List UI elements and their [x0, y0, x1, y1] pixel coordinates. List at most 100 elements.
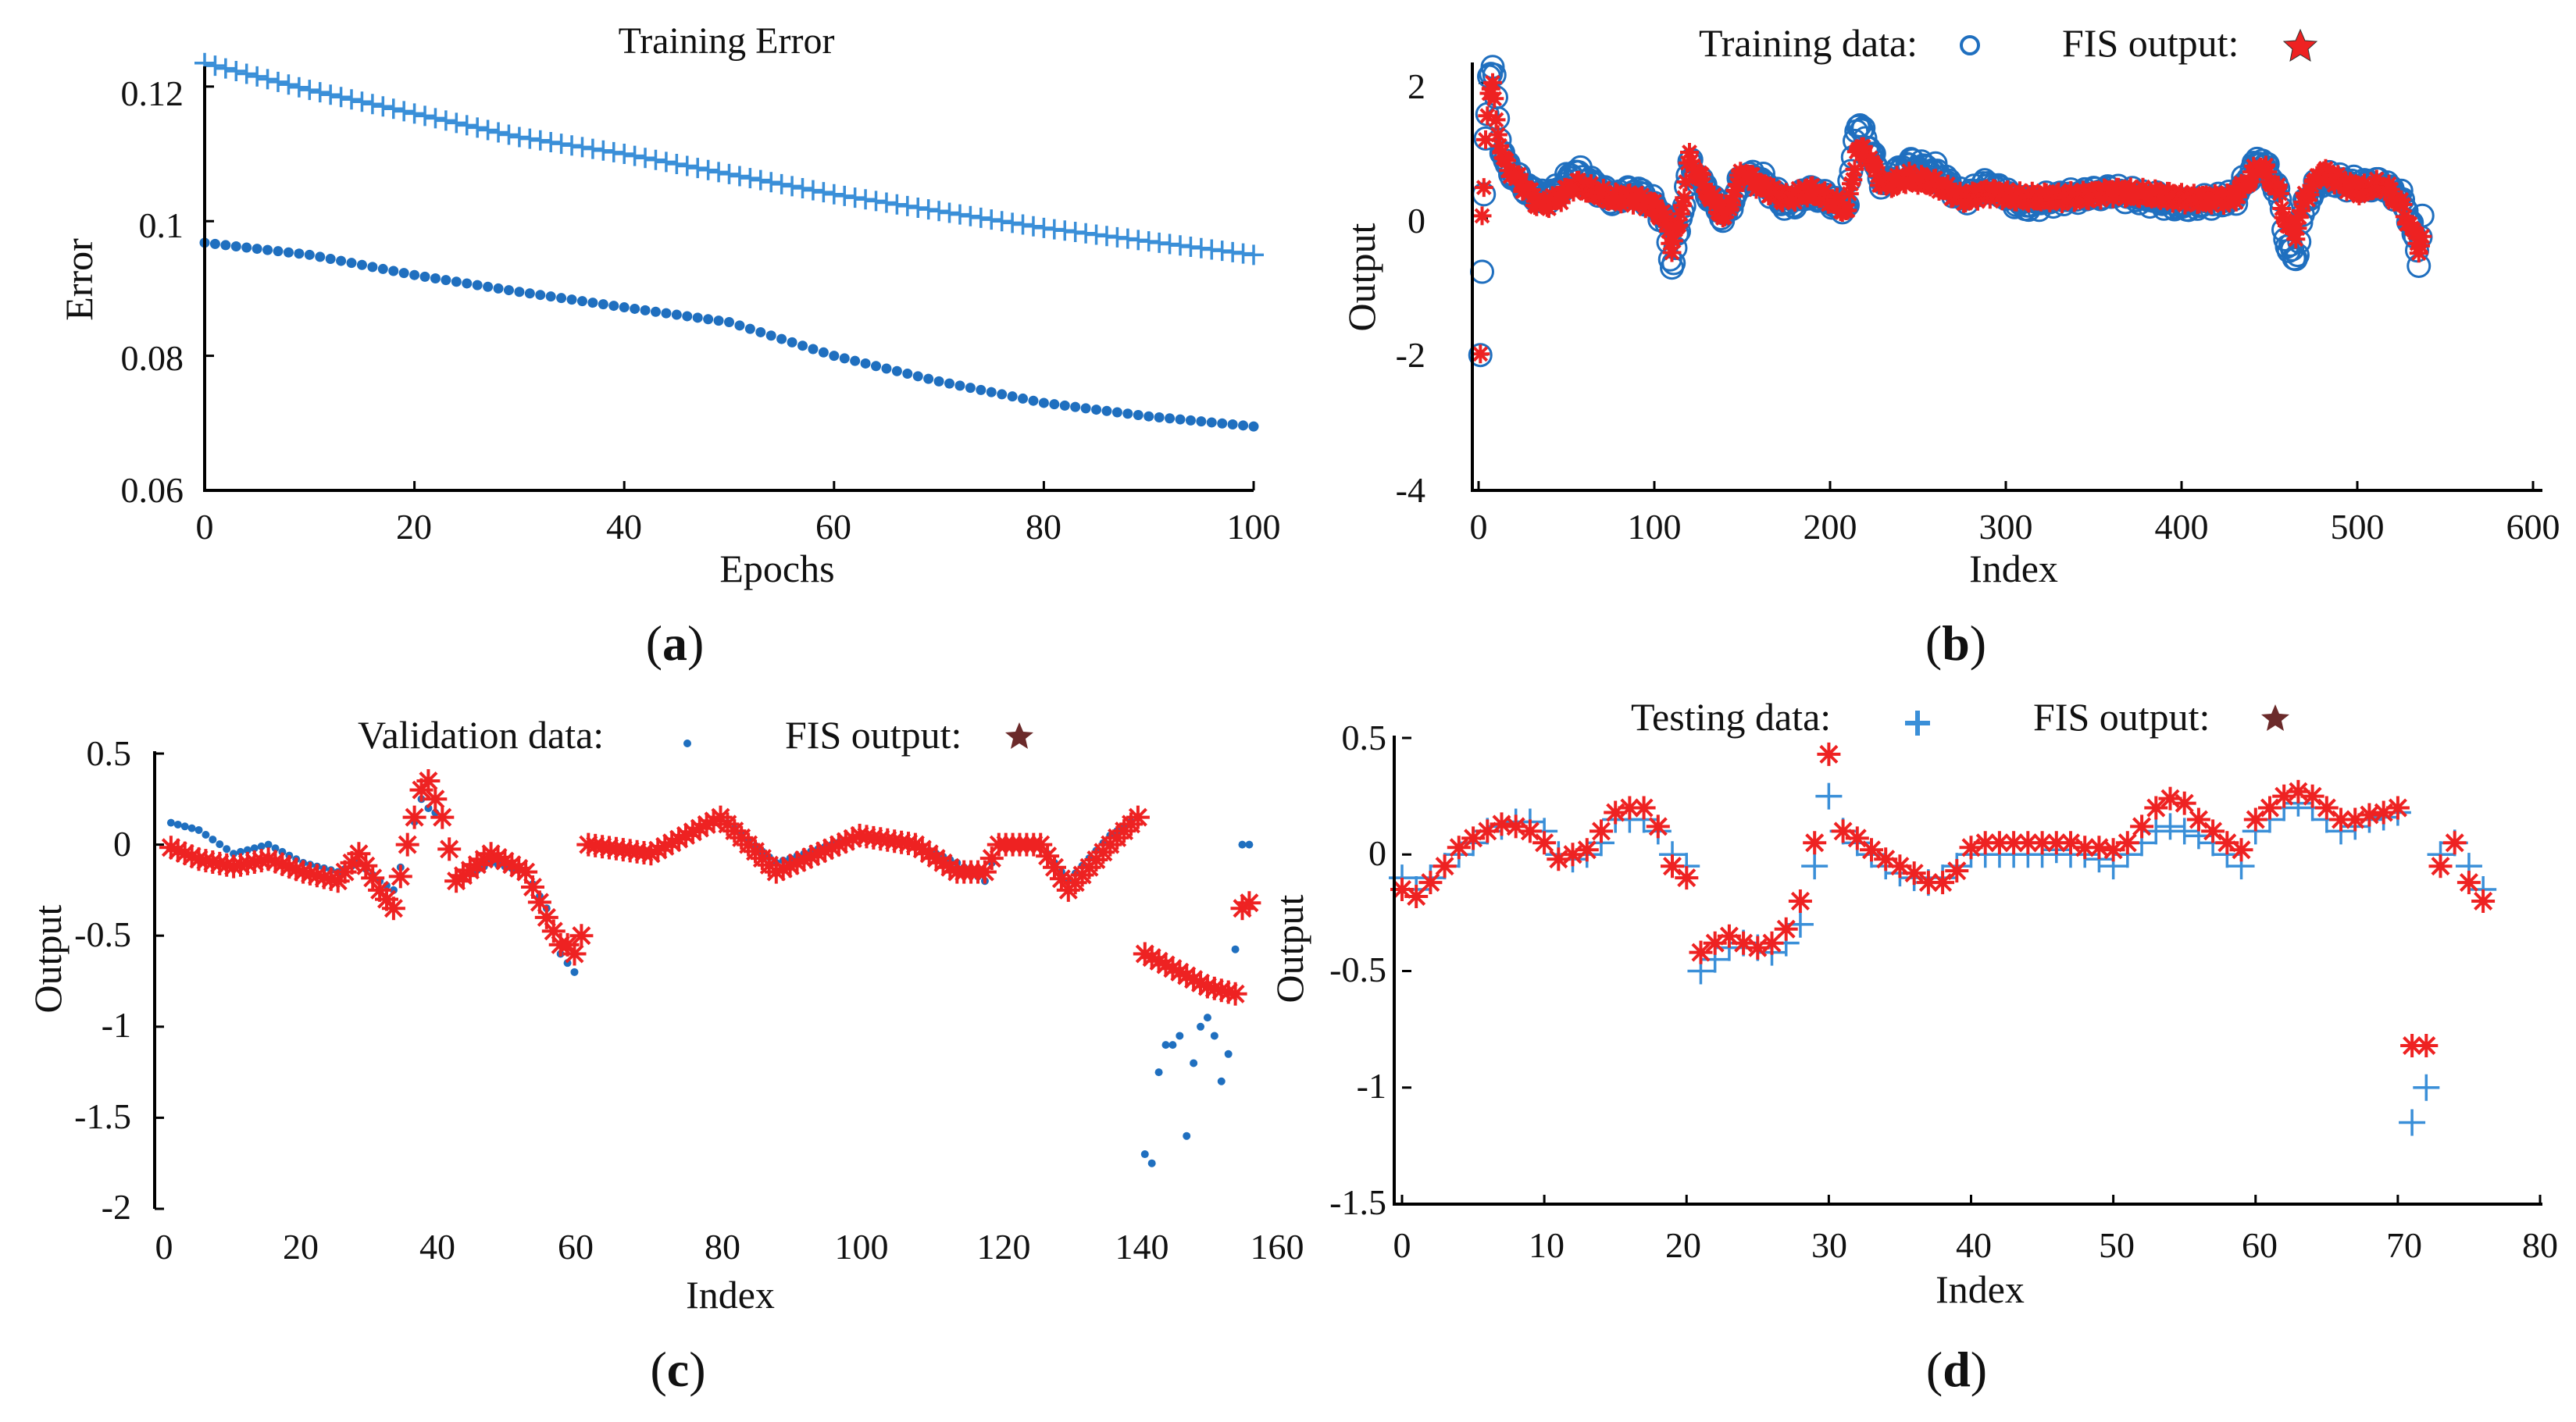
- chart-c-fis-point: [1147, 949, 1171, 973]
- chart-a-xtick: 80: [1026, 507, 1061, 547]
- chart-a-dot-point: [619, 302, 630, 313]
- chart-b-plot: [1468, 55, 2535, 492]
- chart-a-dot-point: [744, 323, 755, 334]
- chart-a-dot-point: [545, 291, 556, 302]
- chart-c-fis-point: [388, 864, 412, 889]
- chart-b-fis-point: [2184, 184, 2203, 203]
- chart-a-plus-point: [624, 145, 645, 166]
- chart-b-fis-point: [2010, 181, 2029, 201]
- chart-a-plus-point: [1022, 216, 1044, 237]
- chart-b-fis-point: [1488, 125, 1507, 144]
- chart-a-dot-point: [1217, 418, 1228, 429]
- chart-c-fis-point: [931, 850, 955, 875]
- chart-c-fis-point: [764, 860, 788, 884]
- chart-d-fis-point: [2442, 831, 2467, 855]
- chart-a-dot-point: [294, 248, 305, 259]
- chart-b-fis-point: [2289, 208, 2309, 227]
- chart-a-dot-point: [671, 309, 682, 320]
- chart-a-dot-point: [535, 290, 546, 301]
- chart-b-fis-point: [1838, 201, 1857, 220]
- chart-b-fis-point: [1724, 187, 1743, 206]
- chart-a-plot: [194, 52, 1264, 492]
- chart-c-fis-point: [1168, 960, 1192, 984]
- chart-a-dot-point: [682, 311, 693, 322]
- chart-c-fis-point: [479, 842, 503, 866]
- chart-d-testing-point: [1801, 853, 1829, 880]
- chart-a-dot-point: [1080, 403, 1091, 414]
- chart-a-dot-point: [1122, 408, 1133, 419]
- chart-c-fis-point: [979, 846, 1004, 871]
- chart-c-fis-point: [1161, 957, 1185, 981]
- chart-b-fis-point: [1815, 181, 1835, 201]
- chart-b-fis-point: [1926, 169, 1945, 188]
- chart-d-fis-point: [2101, 838, 2125, 862]
- chart-d-fis-point: [2201, 819, 2225, 843]
- chart-c-fis-point: [826, 832, 851, 857]
- chart-c-ytick: 0.5: [87, 733, 132, 773]
- chart-a-plus-point: [740, 168, 761, 189]
- chart-b-fis-point: [2103, 189, 2123, 208]
- chart-b-ylabel: Output: [1340, 223, 1383, 331]
- chart-b-fis-point: [1743, 165, 1762, 184]
- panel-c-label: (c): [650, 1342, 705, 1397]
- chart-d-fis-point: [2115, 831, 2139, 855]
- chart-d-testing-point: [1815, 782, 1843, 810]
- chart-b-fis-point: [1478, 106, 1497, 126]
- chart-a-dot-point: [797, 340, 808, 351]
- chart-d-fis-point: [1518, 819, 1542, 843]
- chart-a-dot-point: [220, 240, 231, 251]
- chart-c-xtick: 60: [558, 1227, 594, 1267]
- chart-d-fis-point: [1475, 819, 1500, 843]
- chart-c-xticks: 0 20 40 60 80 100 120 140 160: [155, 1227, 1304, 1267]
- chart-c-validation-point: [1168, 1041, 1177, 1050]
- chart-c-validation-point: [278, 847, 287, 856]
- chart-c-fis-point: [667, 827, 691, 851]
- chart-c-fis-point: [166, 839, 190, 863]
- chart-c-fis-point: [521, 875, 544, 899]
- chart-a-plus-point: [456, 115, 477, 136]
- chart-c-xtick: 20: [283, 1227, 319, 1267]
- chart-b-fis-point: [2288, 219, 2307, 238]
- chart-d-fis-point: [2371, 800, 2396, 825]
- panel-c-letter: c: [667, 1342, 689, 1397]
- chart-b-fis-point: [2257, 155, 2275, 175]
- chart-b-fis-point: [1551, 193, 1571, 212]
- chart-c-validation-point: [1183, 1132, 1191, 1140]
- chart-b-fis-point: [2240, 172, 2260, 191]
- chart-c-fis-point: [820, 836, 844, 860]
- chart-d-fis-point: [2456, 871, 2481, 895]
- chart-d-fis-point: [2130, 814, 2154, 839]
- panel-a-letter: a: [662, 615, 687, 671]
- chart-b-ytick: -2: [1396, 335, 1425, 375]
- chart-c-fis-point: [806, 842, 830, 866]
- chart-b-fis-point: [1722, 195, 1741, 215]
- chart-b-fis-point: [2342, 173, 2362, 193]
- chart-d-ytick: -1: [1357, 1066, 1386, 1106]
- chart-a-plus-point: [257, 69, 278, 90]
- chart-b-fis-point: [2160, 182, 2179, 201]
- chart-c-fis-point: [917, 842, 941, 866]
- chart-a-dot-point: [986, 387, 997, 397]
- chart-b-fis-point: [1655, 207, 1675, 226]
- chart-b-fis-point: [2091, 191, 2110, 210]
- chart-c-fis-point: [541, 919, 566, 943]
- chart-a-xticks: 0 20 40 60 80 100: [196, 507, 1281, 547]
- chart-a-dot-point: [1070, 401, 1081, 412]
- chart-a-xtick: 100: [1227, 507, 1281, 547]
- chart-c-validation-point: [1154, 1068, 1163, 1077]
- chart-d-fis-point: [1931, 871, 1955, 895]
- chart-a-dot-point: [954, 380, 965, 391]
- chart-c-ytick: -1.5: [74, 1096, 131, 1136]
- chart-a-dot-point: [1049, 399, 1060, 410]
- chart-b-xtick: 500: [2331, 507, 2385, 547]
- chart-c-fis-point: [347, 842, 371, 866]
- chart-b-fis-point: [2393, 194, 2413, 214]
- chart-a-dot-point: [650, 306, 661, 317]
- chart-c-validation-point: [223, 845, 231, 854]
- chart-b-fis-point: [2381, 180, 2400, 199]
- chart-a-dot-point: [1238, 420, 1249, 431]
- chart-d-fis-point: [2414, 1034, 2439, 1057]
- chart-a-xtick: 0: [196, 507, 214, 547]
- chart-a-dot-point: [441, 275, 451, 286]
